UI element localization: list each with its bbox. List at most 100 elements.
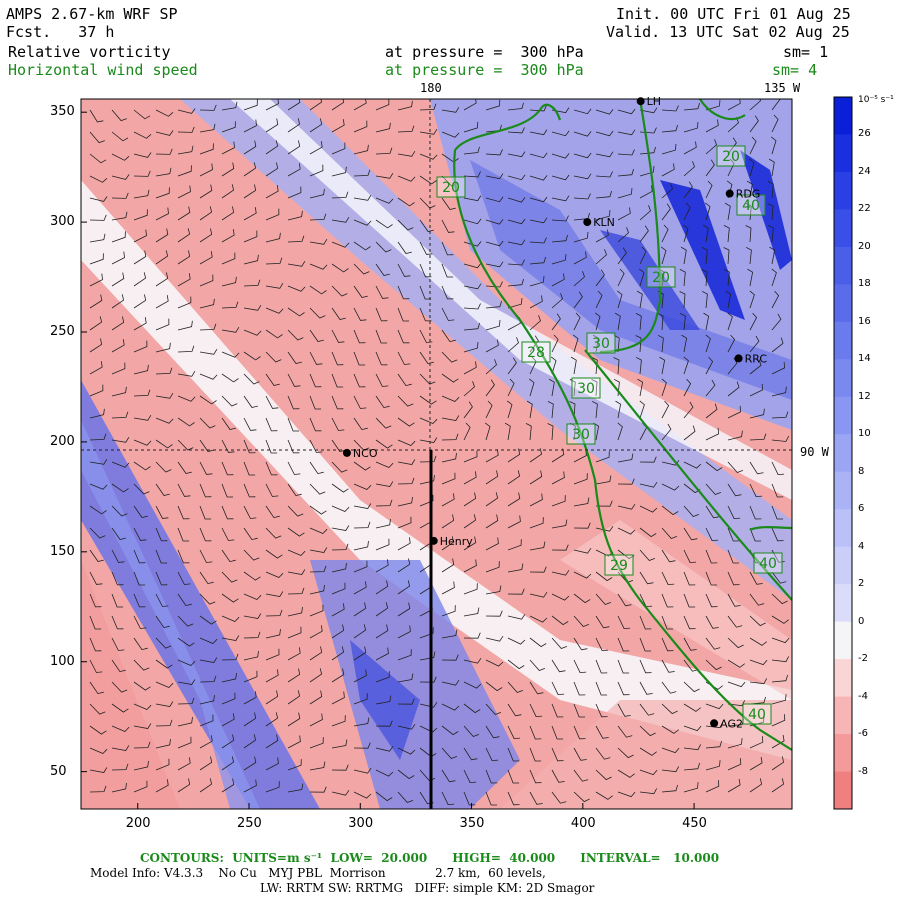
wind-barb [661, 703, 678, 715]
wind-barb [309, 99, 323, 111]
wind-barb [309, 141, 323, 155]
wind-barb [771, 656, 790, 663]
wind-barb [683, 571, 696, 586]
wind-barb [89, 549, 104, 562]
wind-barb [573, 108, 592, 115]
wind-barb [485, 610, 503, 617]
wind-barb [243, 395, 258, 408]
wind-barb [635, 356, 642, 375]
x-tick-label: 200 [125, 816, 151, 831]
wind-barb [573, 769, 589, 782]
wind-barb [551, 544, 569, 551]
wind-barb [177, 593, 192, 607]
wind-barb [309, 188, 325, 199]
wind-barb [767, 203, 774, 221]
wind-barb [243, 779, 257, 793]
wind-barb [749, 290, 755, 309]
x-tick-label: 400 [570, 816, 596, 831]
wind-barb [441, 679, 460, 686]
wind-barb [331, 562, 347, 573]
colorbar-swatch [834, 284, 852, 323]
wind-barb [331, 461, 348, 473]
wind-barb [155, 318, 170, 331]
wind-barb [199, 104, 217, 111]
wind-barb [89, 153, 107, 164]
wind-barb [199, 637, 218, 644]
wind-barb [353, 373, 366, 388]
wind-barb [243, 734, 257, 749]
wind-barb [177, 527, 190, 542]
wind-barb [353, 285, 368, 298]
wind-barb [155, 392, 174, 399]
wind-barb [529, 541, 546, 551]
wind-barb [529, 256, 546, 265]
wind-barb [309, 238, 328, 245]
wind-barb [529, 615, 548, 623]
wind-barb [133, 229, 147, 243]
wind-barb [771, 268, 777, 287]
wind-barb [397, 537, 411, 551]
wind-barb [616, 290, 623, 309]
wind-barb [243, 571, 261, 581]
wind-barb [441, 106, 460, 113]
wind-barb [177, 345, 195, 353]
contour-label-box [566, 423, 596, 445]
wind-barb [727, 527, 740, 542]
wind-barb [353, 241, 371, 251]
wind-barb [199, 615, 217, 625]
wind-barb [661, 483, 680, 491]
wind-barb [747, 268, 754, 287]
wind-barb [397, 439, 416, 446]
wind-barb [133, 152, 152, 158]
wind-barb [111, 316, 125, 331]
wind-barb [111, 549, 125, 563]
wind-barb [613, 357, 620, 375]
wind-barb [111, 483, 129, 493]
wind-barb [683, 659, 699, 672]
wind-barb [639, 681, 653, 695]
wind-barb [419, 351, 434, 365]
wind-barb [199, 593, 216, 605]
wind-barb [595, 637, 609, 652]
wind-barb [221, 439, 235, 453]
wind-barb [265, 781, 280, 793]
wind-barb [683, 202, 691, 221]
wind-barb [265, 712, 279, 727]
wind-barb [595, 290, 603, 309]
wind-barb [529, 237, 547, 244]
wind-barb [529, 217, 548, 224]
wind-barb [111, 615, 124, 630]
wind-barb [683, 615, 696, 630]
wind-barb [617, 703, 631, 717]
wind-barb [331, 739, 348, 749]
wind-barb [331, 668, 345, 683]
wind-barb [661, 659, 675, 673]
wind-barb [769, 246, 776, 265]
wind-barb [705, 703, 724, 710]
wind-barb [595, 500, 613, 507]
wind-barb [507, 703, 522, 717]
wind-barb [243, 140, 257, 155]
wind-barb [375, 373, 389, 387]
wind-barb [199, 714, 214, 727]
wind-barb [155, 207, 169, 221]
wind-barb [704, 202, 711, 221]
wind-barb [485, 149, 503, 156]
station-label: KLN [593, 216, 615, 229]
colorbar-tick-label: 6 [858, 503, 865, 515]
wind-barb [331, 241, 350, 248]
wind-barb [199, 527, 212, 542]
wind-barb [441, 605, 456, 617]
wind-barb [749, 359, 762, 375]
wind-barb [441, 703, 460, 711]
wind-barb [111, 272, 125, 287]
wind-barb [705, 615, 719, 629]
model-title: AMPS 2.67-km WRF SP [6, 5, 178, 23]
wind-barb [771, 435, 790, 442]
wind-barb [768, 158, 775, 177]
wind-barb [111, 725, 130, 732]
wind-barb [507, 659, 525, 670]
wind-barb [573, 547, 592, 554]
wind-barb [397, 175, 416, 182]
